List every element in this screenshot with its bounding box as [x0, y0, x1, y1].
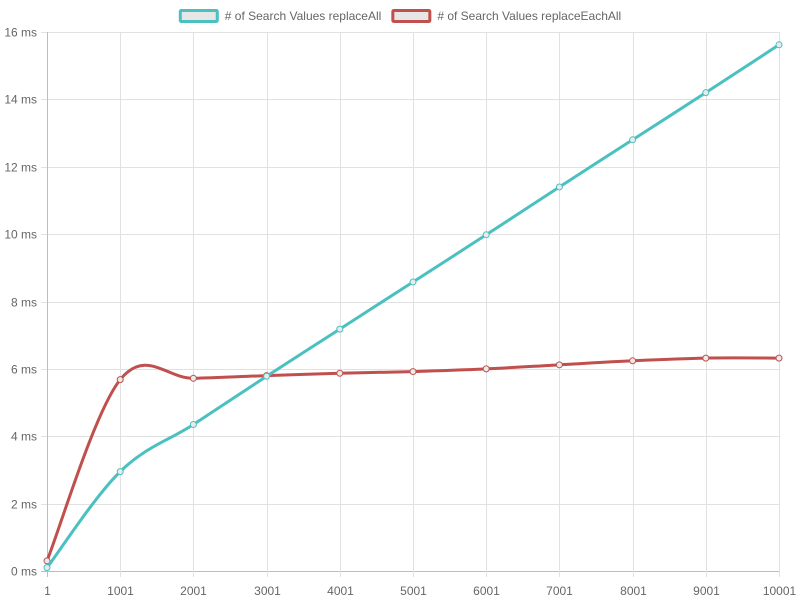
- legend-item-2[interactable]: # of Search Values replaceEachAll: [391, 9, 621, 23]
- y-tick-label: 10 ms: [4, 228, 37, 242]
- series-1: [43, 41, 783, 572]
- data-point[interactable]: [189, 374, 197, 382]
- data-point[interactable]: [482, 231, 490, 239]
- data-point[interactable]: [263, 372, 271, 380]
- legend-swatch: [391, 9, 432, 23]
- data-point[interactable]: [336, 369, 344, 377]
- x-tick-label: 1001: [107, 584, 134, 598]
- y-tick-label: 8 ms: [11, 296, 37, 310]
- data-point[interactable]: [775, 354, 783, 362]
- data-point[interactable]: [702, 354, 710, 362]
- y-tick-label: 12 ms: [4, 161, 37, 175]
- data-point[interactable]: [409, 368, 417, 376]
- series-2: [43, 354, 783, 565]
- x-tick-label: 4001: [327, 584, 354, 598]
- x-tick-label: 8001: [620, 584, 647, 598]
- y-tick-label: 6 ms: [11, 363, 37, 377]
- x-tick-label: 2001: [180, 584, 207, 598]
- x-tick-label: 6001: [473, 584, 500, 598]
- x-tick-label: 1: [44, 584, 51, 598]
- data-point[interactable]: [409, 278, 417, 286]
- legend[interactable]: # of Search Values replaceAll # of Search…: [178, 9, 621, 23]
- axes: 0 ms 2 ms 4 ms 6 ms 8 ms 10 ms 12 ms 14 ms 16 ms…: [4, 26, 796, 599]
- x-tick-label: 10001: [763, 584, 797, 598]
- data-point[interactable]: [116, 468, 124, 476]
- legend-label: # of Search Values replaceEachAll: [437, 9, 621, 23]
- y-tick-label: 0 ms: [11, 565, 37, 579]
- legend-label: # of Search Values replaceAll: [225, 9, 382, 23]
- x-tick-label: 5001: [400, 584, 427, 598]
- data-point[interactable]: [189, 420, 197, 428]
- y-tick-label: 16 ms: [4, 26, 37, 40]
- y-tick-label: 4 ms: [11, 430, 37, 444]
- data-point[interactable]: [555, 361, 563, 369]
- grid: [41, 32, 780, 577]
- data-point[interactable]: [629, 357, 637, 365]
- data-point[interactable]: [775, 41, 783, 49]
- x-tick-label: 3001: [254, 584, 281, 598]
- series-line: [45, 356, 781, 563]
- data-point[interactable]: [43, 564, 51, 572]
- data-point[interactable]: [555, 183, 563, 191]
- x-tick-label: 7001: [546, 584, 573, 598]
- x-tick-label: 9001: [693, 584, 720, 598]
- data-point[interactable]: [482, 365, 490, 373]
- legend-swatch: [178, 9, 219, 23]
- y-tick-label: 14 ms: [4, 93, 37, 107]
- data-point[interactable]: [43, 557, 51, 565]
- data-point[interactable]: [116, 376, 124, 384]
- data-point[interactable]: [336, 325, 344, 333]
- data-point[interactable]: [702, 89, 710, 97]
- series: [43, 41, 783, 572]
- data-point[interactable]: [629, 136, 637, 144]
- legend-item-1[interactable]: # of Search Values replaceAll: [178, 9, 382, 23]
- y-tick-label: 2 ms: [11, 498, 37, 512]
